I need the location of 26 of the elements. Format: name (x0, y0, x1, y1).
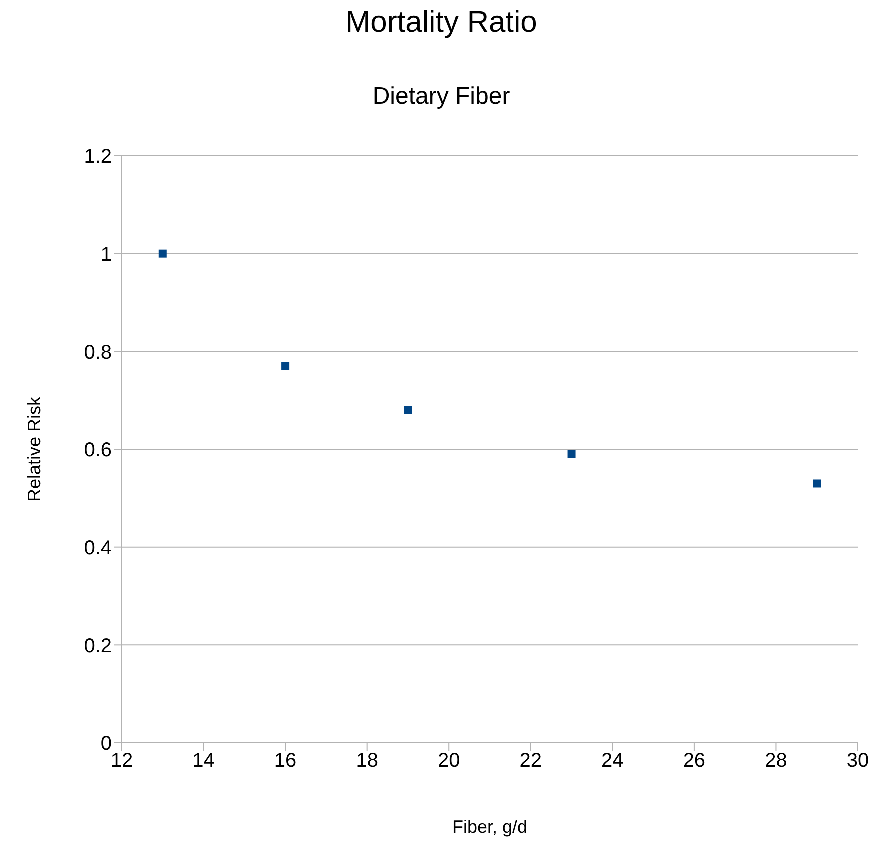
y-tick-label: 0.4 (84, 537, 112, 560)
y-tick-label: 1 (100, 244, 112, 266)
y-tick-label: 0.6 (84, 440, 112, 462)
point (568, 450, 576, 458)
x-tick-label: 18 (356, 750, 378, 772)
x-tick-label: 20 (438, 750, 460, 772)
point (282, 362, 290, 370)
point (158, 250, 167, 258)
x-tick-label: 30 (846, 750, 870, 772)
y-tick-label: 0.2 (84, 635, 112, 658)
y-tick-label: 0 (100, 733, 112, 756)
y-axis-title: Relative Risk (24, 396, 44, 502)
x-tick-label: 28 (765, 750, 788, 772)
y-tick-label: 0.8 (84, 342, 112, 364)
point (404, 406, 412, 414)
y-tick-label: 1.2 (84, 146, 112, 168)
x-tick-label: 22 (520, 750, 542, 772)
chart-title: Mortality Ratio (344, 6, 538, 41)
x-tick-label: 26 (683, 750, 706, 772)
x-tick-label: 24 (602, 750, 624, 772)
x-tick-label: 14 (192, 750, 215, 772)
x-tick-label: 16 (274, 750, 297, 772)
chart-subtitle: Dietary Fiber (372, 82, 512, 112)
x-axis-title: Fiber, g/d (452, 817, 528, 837)
point (813, 480, 822, 488)
x-tick-label: 12 (110, 750, 134, 772)
